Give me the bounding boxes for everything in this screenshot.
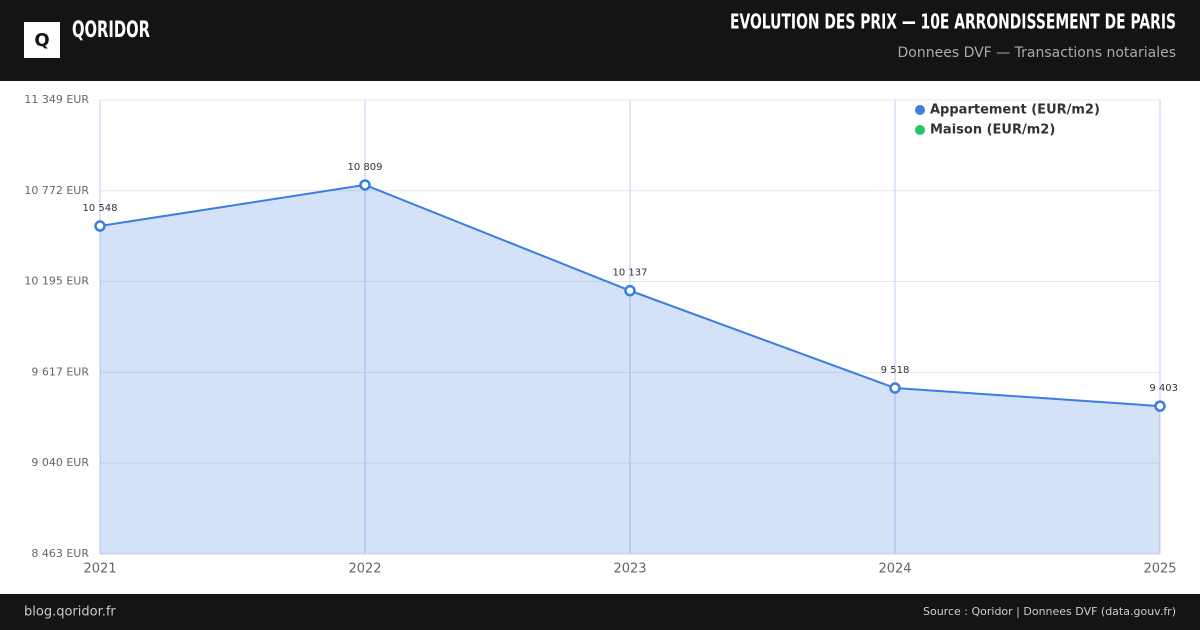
- plot: 8 463 EUR 9 040 EUR 9 617 EUR 10 195 EUR 10 …: [24, 93, 1178, 577]
- legend-swatch: [915, 125, 925, 135]
- area: [100, 184, 1160, 554]
- value-label: 10 809: [348, 162, 383, 173]
- header-bar: [0, 0, 1200, 81]
- x-tick-label: 2023: [613, 562, 646, 577]
- y-tick-label: 9 040 EUR: [31, 456, 89, 469]
- point: [94, 220, 106, 232]
- footer-left: blog.qoridor.fr: [24, 605, 116, 620]
- legend-label: Appartement (EUR/m2): [930, 103, 1100, 118]
- x-tick-label: 2022: [348, 562, 381, 577]
- x-tick-label: 2025: [1143, 562, 1176, 577]
- logo-box: [24, 22, 60, 58]
- footer-right: Source : Qoridor | Donnees DVF (data.gou…: [923, 605, 1176, 618]
- value-label: 9 403: [1149, 383, 1178, 394]
- point: [1154, 400, 1166, 412]
- y-tick-label: 9 617 EUR: [31, 365, 89, 378]
- point: [624, 284, 636, 297]
- y-tick-label: 8 463 EUR: [31, 547, 89, 560]
- legend-swatch: [915, 105, 925, 115]
- y-tick-label: 10 195 EUR: [24, 275, 89, 288]
- value-label: 10 548: [83, 203, 118, 214]
- x-tick-label: 2021: [83, 562, 116, 577]
- point: [359, 179, 371, 191]
- value-label: 10 137: [613, 268, 648, 279]
- subtitle: Donnees DVF — Transactions notariales: [898, 45, 1177, 61]
- title: EVOLUTION DES PRIX — 10E ARRONDISSEMENT …: [730, 10, 1176, 34]
- x-tick-label: 2024: [878, 562, 911, 577]
- logo: Q: [34, 30, 49, 51]
- brand: QORIDOR: [72, 18, 150, 43]
- point: [889, 382, 901, 394]
- value-label: 9 518: [881, 365, 910, 376]
- footer-bar: [0, 594, 1200, 630]
- y-tick-label: 11 349 EUR: [24, 93, 89, 106]
- y-tick-label: 10 772 EUR: [24, 184, 89, 197]
- legend-label: Maison (EUR/m2): [930, 123, 1055, 138]
